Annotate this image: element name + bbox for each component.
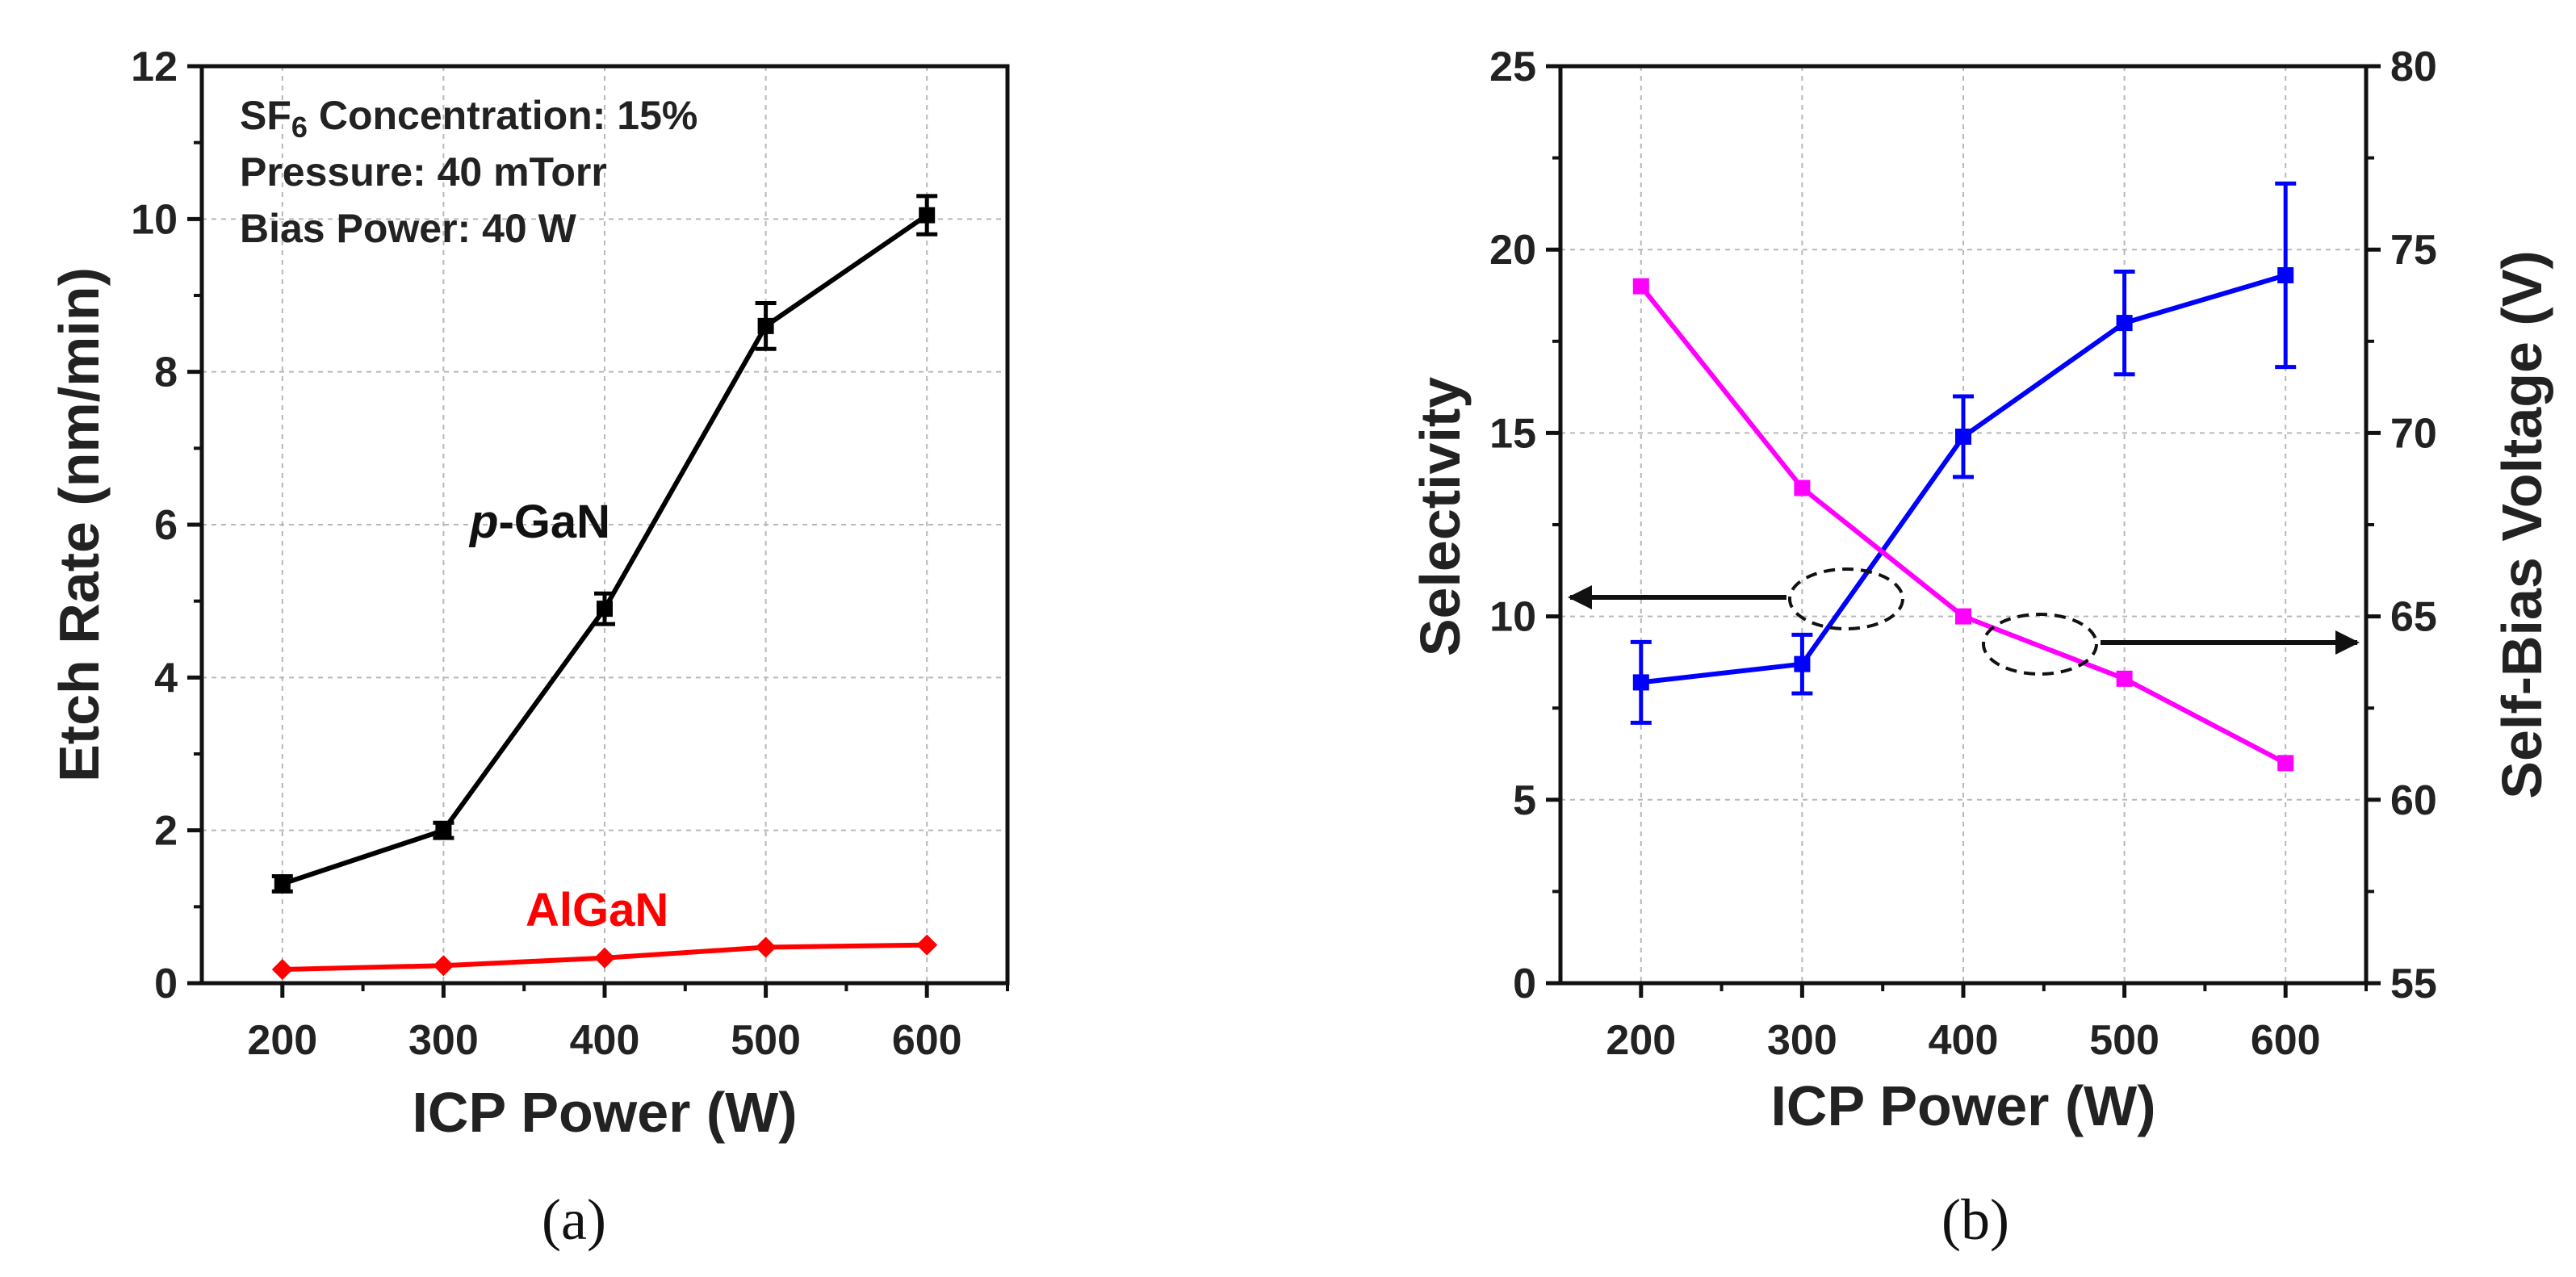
y-right-tick-label: 65 [2390,594,2437,641]
y-tick-label: 2 [154,808,178,855]
y-tick-label: 15 [1489,410,1536,457]
x-tick-label: 600 [892,1017,962,1064]
y-right-tick-label: 70 [2390,410,2437,457]
data-point [1632,674,1649,691]
series-label-p-gan: p-GaN [468,496,610,548]
data-point [2277,267,2294,284]
x-tick-label: 200 [1606,1017,1676,1064]
y-axis-title-a: Etch Rate (nm/min) [48,267,111,782]
data-point [1632,278,1649,295]
series-layer-a [271,194,938,980]
x-tick-label: 500 [731,1017,801,1064]
x-tick-label: 300 [408,1017,479,1064]
axis-ticks-b: 200 300 400 500 600 0 5 10 15 20 25 55 60 65 70 75 80 [1489,44,2437,1064]
sf6-prefix: SF [240,93,291,138]
y-tick-label: 10 [1489,594,1536,641]
series-label-gan: -GaN [498,496,610,548]
y-tick-label: 20 [1489,227,1536,274]
y-tick-label: 4 [154,655,178,701]
gridlines-b [1560,66,2366,983]
y-right-tick-label: 60 [2390,777,2437,824]
axis-ticks-a: 200 300 400 500 600 0 2 4 6 8 10 12 [131,44,1009,1064]
y-axis-title-b: Selectivity [1409,377,1472,656]
panel-label-a: (a) [542,1187,606,1252]
data-point [433,955,454,977]
x-axis-title-b: ICP Power (W) [1770,1074,2155,1137]
data-point [755,936,777,958]
data-point [274,875,291,892]
y-tick-label: 8 [154,350,178,396]
data-point [919,207,936,224]
data-point [2116,315,2133,332]
data-point [1955,428,1971,445]
y-right-tick-label: 55 [2390,961,2437,1007]
annotation-pressure: Pressure: 40 mTorr [240,149,607,195]
annotation-sf6: SF6 Concentration: 15% [240,93,697,144]
chart-panel-a: 200 300 400 500 600 0 2 4 6 8 10 12 Etch Rate (nm/m… [48,44,1010,1252]
x-tick-label: 300 [1767,1017,1837,1064]
sf6-subscript: 6 [291,111,308,144]
data-point [1794,479,1811,496]
y-tick-label: 10 [131,196,178,243]
y-axis-title-right-b: Self-Bias Voltage (V) [2490,250,2553,798]
data-point [757,317,774,334]
data-point [2116,670,2133,687]
x-tick-label: 400 [1929,1017,1999,1064]
data-point [435,822,452,839]
y-tick-label: 0 [1513,961,1536,1007]
y-tick-label: 25 [1489,44,1536,90]
x-tick-label: 400 [570,1017,640,1064]
left-axis-ellipse [1788,567,1904,630]
y-right-tick-label: 75 [2390,227,2437,274]
y-tick-label: 0 [154,961,178,1007]
data-point [2277,755,2294,772]
panel-label-b: (b) [1941,1187,2009,1252]
data-point [597,601,613,618]
data-point [271,958,293,980]
right-axis-ellipse [1982,613,2098,676]
y-tick-label: 6 [154,502,178,549]
x-tick-label: 500 [2089,1017,2159,1064]
data-point [1955,608,1971,625]
data-point [1794,655,1811,672]
series-label-algan: AlGaN [526,884,668,936]
series-layer-b [1630,181,2297,772]
x-axis-title-a: ICP Power (W) [412,1081,797,1144]
y-tick-label: 5 [1513,777,1536,824]
data-point [594,947,615,969]
data-point [916,934,938,956]
x-tick-label: 200 [247,1017,317,1064]
chart-panel-b: 200 300 400 500 600 0 5 10 15 20 25 55 60 65 70 75 80 Se… [1409,44,2553,1252]
series-label-p-italic: p [468,496,498,548]
y-tick-label: 12 [131,44,178,90]
sf6-suffix: Concentration: 15% [308,93,697,138]
x-tick-label: 600 [2251,1017,2321,1064]
gridlines-a [202,66,1007,983]
y-right-tick-label: 80 [2390,44,2437,90]
annotation-bias-power: Bias Power: 40 W [240,206,577,251]
